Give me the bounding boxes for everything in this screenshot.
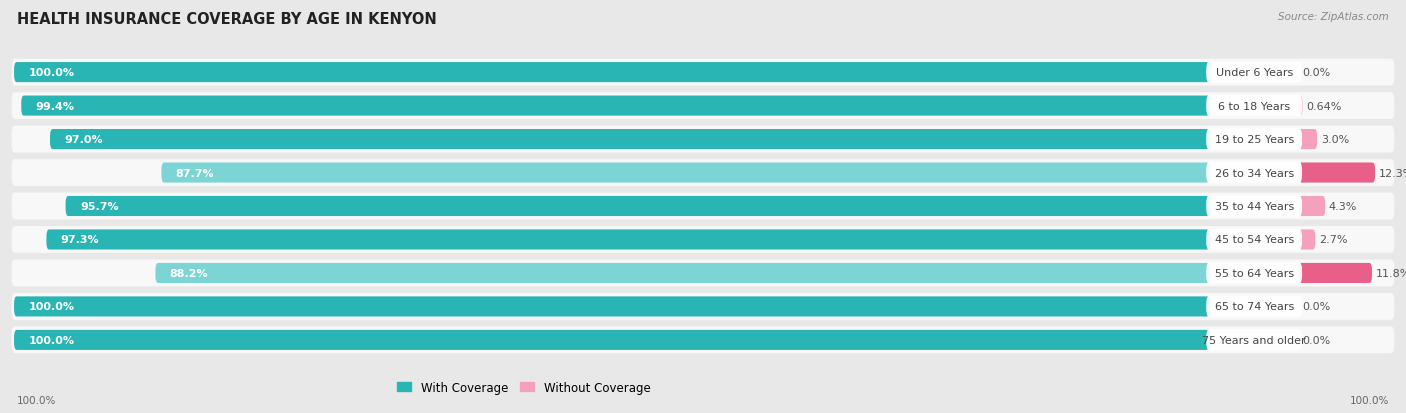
FancyBboxPatch shape — [1299, 163, 1375, 183]
FancyBboxPatch shape — [14, 330, 1211, 350]
FancyBboxPatch shape — [11, 93, 1395, 120]
Text: 45 to 54 Years: 45 to 54 Years — [1215, 235, 1294, 245]
Text: 0.0%: 0.0% — [1302, 68, 1330, 78]
FancyBboxPatch shape — [1299, 130, 1317, 150]
Text: Source: ZipAtlas.com: Source: ZipAtlas.com — [1278, 12, 1389, 22]
FancyBboxPatch shape — [46, 230, 1211, 250]
Text: 95.7%: 95.7% — [80, 202, 118, 211]
FancyBboxPatch shape — [14, 297, 1211, 317]
Text: 97.3%: 97.3% — [60, 235, 100, 245]
Text: 55 to 64 Years: 55 to 64 Years — [1215, 268, 1294, 278]
FancyBboxPatch shape — [66, 197, 1211, 216]
Text: 26 to 34 Years: 26 to 34 Years — [1215, 168, 1294, 178]
FancyBboxPatch shape — [1206, 196, 1302, 217]
FancyBboxPatch shape — [1299, 230, 1315, 250]
Text: 0.0%: 0.0% — [1302, 335, 1330, 345]
FancyBboxPatch shape — [1206, 263, 1302, 284]
FancyBboxPatch shape — [11, 160, 1395, 186]
Text: 75 Years and older: 75 Years and older — [1202, 335, 1306, 345]
Text: 99.4%: 99.4% — [35, 101, 75, 112]
FancyBboxPatch shape — [11, 193, 1395, 220]
FancyBboxPatch shape — [1299, 263, 1372, 283]
FancyBboxPatch shape — [162, 163, 1211, 183]
FancyBboxPatch shape — [1299, 197, 1326, 216]
FancyBboxPatch shape — [21, 96, 1211, 116]
Text: 12.3%: 12.3% — [1379, 168, 1406, 178]
FancyBboxPatch shape — [11, 59, 1395, 86]
Legend: With Coverage, Without Coverage: With Coverage, Without Coverage — [392, 376, 655, 399]
Text: 100.0%: 100.0% — [28, 301, 75, 312]
Text: 97.0%: 97.0% — [65, 135, 103, 145]
FancyBboxPatch shape — [11, 126, 1395, 153]
Text: 0.64%: 0.64% — [1306, 101, 1341, 112]
Text: 4.3%: 4.3% — [1329, 202, 1357, 211]
FancyBboxPatch shape — [1206, 330, 1302, 351]
FancyBboxPatch shape — [1206, 96, 1302, 117]
Text: 100.0%: 100.0% — [1350, 395, 1389, 405]
FancyBboxPatch shape — [11, 260, 1395, 287]
FancyBboxPatch shape — [11, 227, 1395, 253]
FancyBboxPatch shape — [1206, 129, 1302, 150]
Text: 19 to 25 Years: 19 to 25 Years — [1215, 135, 1294, 145]
Text: Under 6 Years: Under 6 Years — [1216, 68, 1292, 78]
Text: 3.0%: 3.0% — [1320, 135, 1348, 145]
FancyBboxPatch shape — [51, 130, 1211, 150]
FancyBboxPatch shape — [156, 263, 1211, 283]
FancyBboxPatch shape — [14, 63, 1211, 83]
Text: 2.7%: 2.7% — [1319, 235, 1347, 245]
Text: 87.7%: 87.7% — [176, 168, 215, 178]
Text: 100.0%: 100.0% — [28, 68, 75, 78]
Text: 6 to 18 Years: 6 to 18 Years — [1218, 101, 1291, 112]
Text: 100.0%: 100.0% — [17, 395, 56, 405]
Text: 35 to 44 Years: 35 to 44 Years — [1215, 202, 1294, 211]
FancyBboxPatch shape — [1206, 296, 1302, 317]
FancyBboxPatch shape — [1206, 162, 1302, 184]
Text: 65 to 74 Years: 65 to 74 Years — [1215, 301, 1294, 312]
FancyBboxPatch shape — [1299, 96, 1302, 116]
FancyBboxPatch shape — [11, 293, 1395, 320]
FancyBboxPatch shape — [1206, 229, 1302, 251]
FancyBboxPatch shape — [1206, 62, 1302, 83]
Text: HEALTH INSURANCE COVERAGE BY AGE IN KENYON: HEALTH INSURANCE COVERAGE BY AGE IN KENY… — [17, 12, 437, 27]
Text: 88.2%: 88.2% — [170, 268, 208, 278]
Text: 11.8%: 11.8% — [1375, 268, 1406, 278]
Text: 0.0%: 0.0% — [1302, 301, 1330, 312]
Text: 100.0%: 100.0% — [28, 335, 75, 345]
FancyBboxPatch shape — [11, 327, 1395, 354]
